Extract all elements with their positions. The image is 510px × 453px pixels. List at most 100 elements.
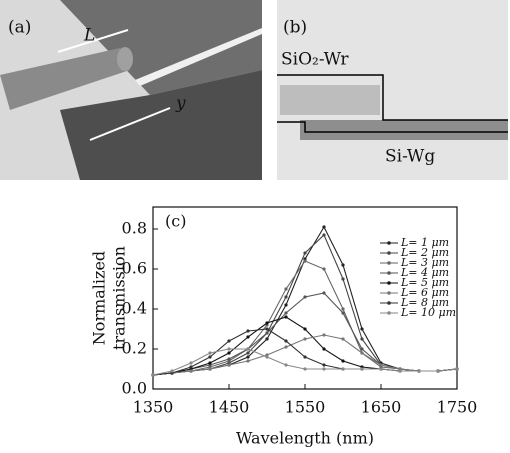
point xyxy=(246,347,250,351)
y-tick-label: 0.8 xyxy=(122,219,147,238)
y-tick-label: 0.4 xyxy=(122,299,147,318)
point xyxy=(284,363,288,367)
series-line xyxy=(152,348,458,376)
x-axis-label: Wavelength (nm) xyxy=(236,429,374,448)
legend-label: L= 4 μm xyxy=(400,266,449,279)
point xyxy=(322,225,326,229)
point xyxy=(303,259,307,263)
slab-top xyxy=(60,0,262,95)
point xyxy=(284,287,288,291)
legend-marker xyxy=(387,261,391,265)
point xyxy=(246,329,250,333)
point xyxy=(436,369,440,373)
point xyxy=(417,369,421,373)
point xyxy=(455,367,459,371)
point xyxy=(284,295,288,299)
point xyxy=(208,355,212,359)
x-tick-label: 1350 xyxy=(133,398,174,417)
legend-label: L= 2 μm xyxy=(400,246,449,259)
legend-label: L= 6 μm xyxy=(400,286,449,299)
point xyxy=(265,331,269,335)
x-tick-label: 1650 xyxy=(361,398,402,417)
slab-front xyxy=(60,70,262,180)
point xyxy=(189,365,193,369)
point xyxy=(284,311,288,315)
point xyxy=(284,303,288,307)
waveguide xyxy=(135,28,262,86)
point xyxy=(360,367,364,371)
panel-a: (a) L y xyxy=(0,0,262,180)
y-tick-label: 0.2 xyxy=(122,339,147,358)
wire-label: SiO₂-Wr xyxy=(281,50,349,70)
point xyxy=(360,347,364,351)
point xyxy=(170,369,174,373)
panel-label: (c) xyxy=(165,212,186,231)
point xyxy=(246,335,250,339)
point xyxy=(227,339,231,343)
point xyxy=(360,337,364,341)
point xyxy=(322,363,326,367)
axis-label: y xyxy=(175,94,186,114)
legend-label: L= 5 μm xyxy=(400,276,449,289)
guide-label: Si-Wg xyxy=(385,147,435,167)
length-label: L xyxy=(83,26,95,46)
point xyxy=(322,333,326,337)
point xyxy=(303,367,307,371)
point xyxy=(341,359,345,363)
y-arrow xyxy=(89,107,171,141)
point xyxy=(303,327,307,331)
point xyxy=(246,355,250,359)
point xyxy=(303,251,307,255)
point xyxy=(265,355,269,359)
legend-marker xyxy=(387,241,391,245)
point xyxy=(284,315,288,319)
point xyxy=(341,277,345,281)
point xyxy=(189,361,193,365)
point xyxy=(379,363,383,367)
point xyxy=(265,321,269,325)
fiber xyxy=(0,48,130,110)
legend-marker xyxy=(387,271,391,275)
point xyxy=(341,367,345,371)
panel-b: (b) SiO₂-Wr Si-Wg xyxy=(277,0,508,180)
point xyxy=(246,351,250,355)
point xyxy=(398,369,402,373)
legend-marker xyxy=(387,311,391,315)
point xyxy=(208,361,212,365)
y-axis-label: transmission xyxy=(110,246,129,350)
point xyxy=(322,267,326,271)
chart: (c) Wavelength (nm) Normalized transmiss… xyxy=(90,206,478,448)
point xyxy=(341,337,345,341)
point xyxy=(151,373,155,377)
guide-outline xyxy=(277,121,508,133)
point xyxy=(208,351,212,355)
point xyxy=(360,327,364,331)
point xyxy=(322,233,326,237)
legend-label: L= 3 μm xyxy=(400,256,449,269)
point xyxy=(227,347,231,351)
point xyxy=(322,347,326,351)
point xyxy=(379,367,383,371)
legend-label: L= 1 μm xyxy=(400,236,449,249)
legend-label: L= 8 μm xyxy=(400,296,449,309)
legend-marker xyxy=(387,251,391,255)
point xyxy=(284,345,288,349)
wire-field xyxy=(280,85,380,115)
y-axis-label: Normalized xyxy=(90,251,109,345)
legend-marker xyxy=(387,281,391,285)
point xyxy=(322,291,326,295)
point xyxy=(189,369,193,373)
x-tick-label: 1550 xyxy=(285,398,326,417)
point xyxy=(265,337,269,341)
point xyxy=(360,351,364,355)
legend-marker xyxy=(387,301,391,305)
y-tick-label: 0.6 xyxy=(122,259,147,278)
point xyxy=(227,351,231,355)
guide-field xyxy=(300,120,508,140)
x-tick-label: 1750 xyxy=(437,398,478,417)
point xyxy=(341,263,345,267)
point xyxy=(303,337,307,341)
point xyxy=(284,339,288,343)
legend-marker xyxy=(387,291,391,295)
